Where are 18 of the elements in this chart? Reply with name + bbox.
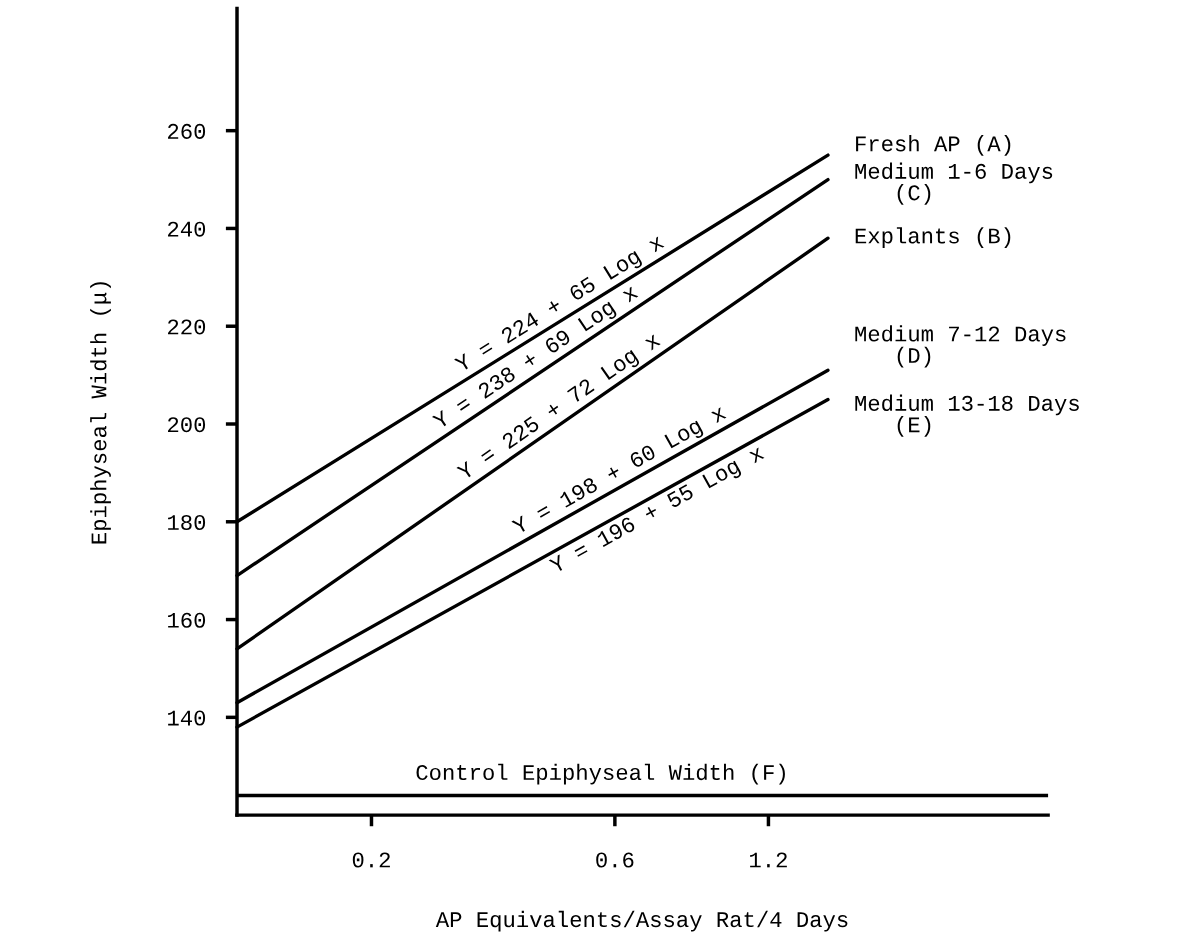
y-tick-label: 220 bbox=[168, 319, 206, 335]
x-axis-title: AP Equivalents/Assay Rat/4 Days bbox=[435, 910, 848, 932]
series-label: Fresh AP (A) bbox=[856, 135, 1011, 156]
series-label: Medium 1-6 Days (C) bbox=[855, 162, 1053, 205]
series-label: Medium 7-12 Days (D) bbox=[855, 325, 1066, 368]
series-label: Medium 13-18 Days (E) bbox=[855, 394, 1079, 437]
ref-line-label: Control Epiphyseal Width (F) bbox=[416, 763, 785, 785]
x-tick-label: 0.6 bbox=[596, 852, 634, 868]
y-axis-title: Epiphyseal Width (μ) bbox=[90, 282, 111, 544]
series-label: Explants (B) bbox=[855, 227, 1011, 248]
y-tick-label: 200 bbox=[168, 417, 206, 433]
x-tick-label: 1.2 bbox=[750, 852, 787, 868]
y-tick-label: 240 bbox=[168, 221, 206, 237]
y-tick-label: 140 bbox=[168, 710, 206, 726]
y-tick-label: 260 bbox=[168, 123, 206, 139]
y-tick-label: 160 bbox=[168, 612, 206, 628]
x-tick-label: 0.2 bbox=[352, 852, 390, 868]
y-tick-label: 180 bbox=[168, 514, 206, 531]
